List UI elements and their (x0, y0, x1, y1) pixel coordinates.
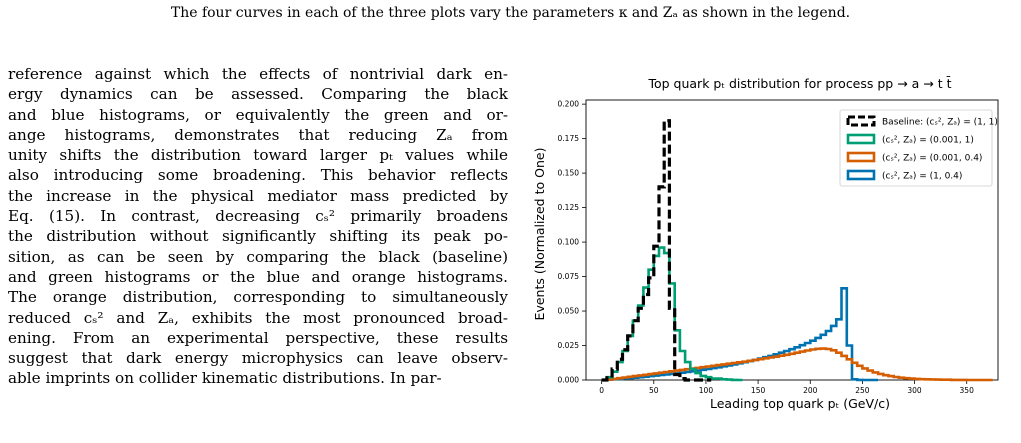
legend-swatch (846, 151, 876, 163)
body-line: able imprints on collider kinematic dist… (8, 369, 442, 388)
body-line: ange histograms, demonstrates that reduc… (8, 125, 508, 144)
x-tick-label: 0 (599, 386, 604, 395)
legend-label: (cₛ², Zₐ) = (1, 0.4) (882, 172, 962, 182)
y-tick-label: 0.100 (558, 238, 580, 247)
y-axis-label: Events (Normalized to One) (532, 148, 547, 321)
legend-swatch (846, 115, 876, 127)
y-tick-label: 0.150 (558, 169, 580, 178)
y-tick-label: 0.050 (558, 307, 580, 316)
body-line: suggest that dark energy microphysics ca… (8, 349, 508, 368)
caption-line: The four curves in each of the three plo… (170, 5, 851, 21)
x-tick-label: 300 (907, 386, 922, 395)
pt-distribution-figure: Top quark pₜ distribution for process pp… (522, 74, 1018, 424)
body-line: ergy dynamics can be assessed. Comparing… (8, 85, 508, 104)
body-line: also introducing some broadening. This b… (8, 166, 508, 185)
body-line: the distribution without significantly s… (8, 227, 508, 246)
body-line: the increase in the physical mediator ma… (8, 186, 508, 205)
x-tick-label: 100 (699, 386, 714, 395)
plot-area: 0 50 100 150 200 250 300 350 0.000 0.025 0.050 0.07… (558, 99, 999, 395)
legend-label: Baseline: (cₛ², Zₐ) = (1, 1) (882, 118, 998, 128)
body-line: and blue histograms, or equivalently the… (8, 105, 508, 124)
legend-swatch (846, 169, 876, 181)
legend-label: (cₛ², Zₐ) = (0.001, 0.4) (882, 154, 982, 164)
x-tick-label: 50 (649, 386, 659, 395)
legend-label: (cₛ², Zₐ) = (0.001, 1) (882, 136, 974, 146)
y-tick-label: 0.025 (558, 341, 580, 350)
x-axis-label: Leading top quark pₜ (GeV/c) (710, 396, 890, 411)
x-tick-label: 150 (751, 386, 766, 395)
body-line: Eq. (15). In contrast, decreasing cₛ² pr… (8, 207, 508, 226)
x-tick-label: 200 (803, 386, 818, 395)
histogram-chart: Top quark pₜ distribution for process pp… (532, 76, 999, 411)
body-line: reduced cₛ² and Zₐ, exhibits the most pr… (8, 308, 508, 327)
x-tick-label: 250 (855, 386, 870, 395)
plot-frame (585, 99, 999, 381)
legend-swatch (846, 133, 876, 145)
body-line: unity shifts the distribution toward lar… (8, 146, 508, 165)
body-line: and green histograms or the blue and ora… (8, 267, 508, 286)
figure-caption: The four curves in each of the three plo… (0, 4, 1021, 22)
chart-title: Top quark pₜ distribution for process pp… (647, 76, 951, 91)
body-line: The orange distribution, corresponding t… (8, 288, 508, 307)
histogram-series (601, 347, 993, 382)
y-tick-label: 0.175 (558, 134, 580, 143)
x-tick-label: 350 (960, 386, 975, 395)
body-line: reference against which the effects of n… (8, 65, 508, 83)
body-line: sition, as can be seen by comparing the … (8, 247, 508, 266)
legend-frame (839, 109, 993, 187)
y-tick-label: 0.125 (558, 203, 580, 212)
y-tick-label: 0.000 (558, 376, 580, 385)
y-tick-label: 0.200 (558, 100, 580, 109)
body-line: ening. From an experimental perspective,… (8, 328, 508, 347)
legend: Baseline: (cₛ², Zₐ) = (1, 1) (cₛ², Zₐ) = … (839, 109, 998, 187)
y-tick-label: 0.075 (558, 272, 580, 281)
histogram-series (601, 119, 712, 382)
body-text: reference against which the effects of n… (8, 64, 508, 389)
